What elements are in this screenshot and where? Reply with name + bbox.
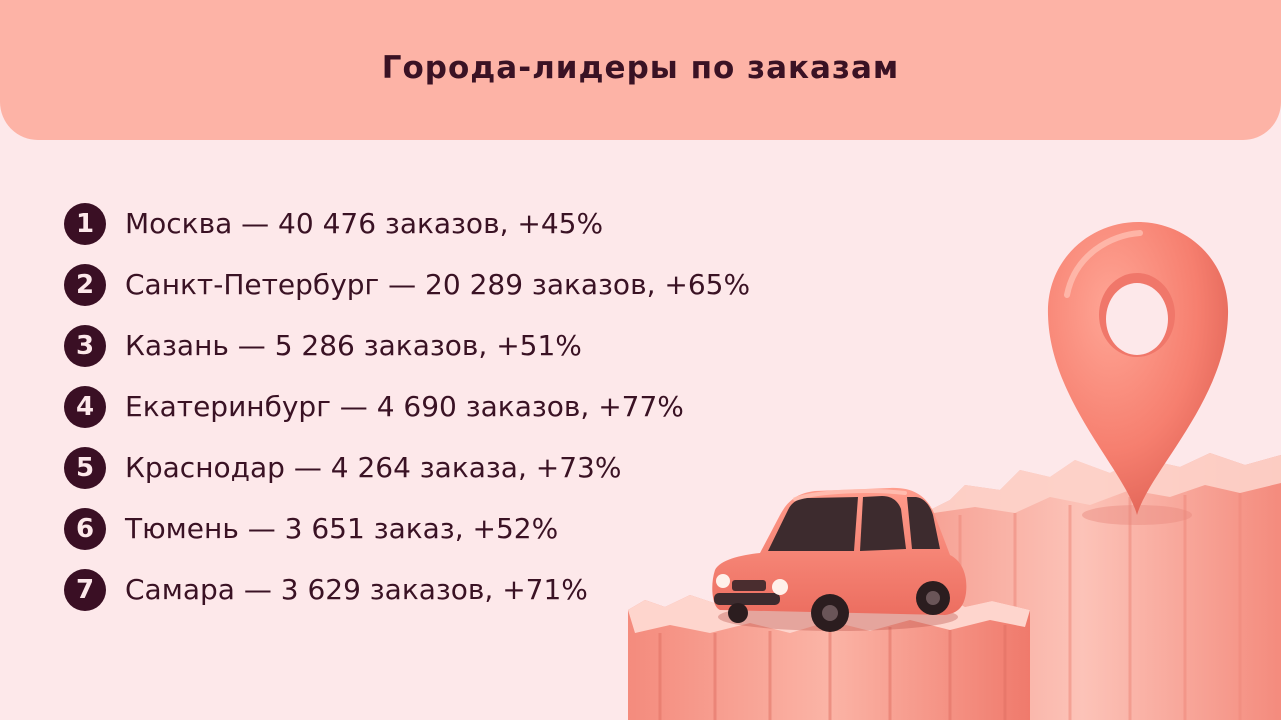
header-banner: Города-лидеры по заказам: [0, 0, 1281, 140]
rank-badge: 6: [64, 507, 106, 550]
rank-badge: 4: [64, 385, 106, 428]
rank-badge: 5: [64, 446, 106, 489]
city-stat-text: Казань — 5 286 заказов, +51%: [125, 328, 582, 362]
list-item: 2 Санкт-Петербург — 20 289 заказов, +65%: [64, 254, 750, 315]
list-item: 7 Самара — 3 629 заказов, +71%: [64, 559, 750, 620]
list-item: 6 Тюмень — 3 651 заказ, +52%: [64, 498, 750, 559]
city-stat-text: Тюмень — 3 651 заказ, +52%: [125, 511, 559, 545]
city-ranking-list: 1 Москва — 40 476 заказов, +45% 2 Санкт-…: [64, 193, 750, 620]
city-stat-text: Санкт-Петербург — 20 289 заказов, +65%: [125, 267, 751, 301]
city-stat-text: Краснодар — 4 264 заказа, +73%: [125, 450, 622, 484]
car-icon: [712, 487, 967, 632]
city-stat-text: Самара — 3 629 заказов, +71%: [125, 572, 588, 606]
rank-badge: 7: [64, 568, 106, 611]
rank-badge: 1: [64, 202, 106, 245]
page-title: Города-лидеры по заказам: [381, 50, 900, 86]
car-and-map-pin-illustration: [628, 222, 1281, 720]
city-stat-text: Москва — 40 476 заказов, +45%: [125, 206, 604, 240]
list-item: 5 Краснодар — 4 264 заказа, +73%: [64, 437, 750, 498]
rank-badge: 2: [64, 263, 106, 306]
rank-badge: 3: [64, 324, 106, 367]
list-item: 1 Москва — 40 476 заказов, +45%: [64, 193, 750, 254]
map-pin-icon: [1047, 222, 1229, 525]
city-stat-text: Екатеринбург — 4 690 заказов, +77%: [125, 389, 684, 423]
list-item: 4 Екатеринбург — 4 690 заказов, +77%: [64, 376, 750, 437]
list-item: 3 Казань — 5 286 заказов, +51%: [64, 315, 750, 376]
